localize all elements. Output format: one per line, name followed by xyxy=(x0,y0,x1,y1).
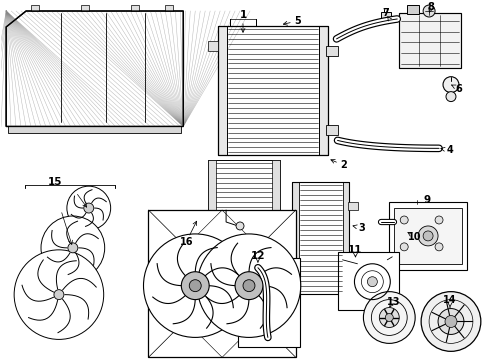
Bar xyxy=(325,126,338,135)
Bar xyxy=(148,210,296,357)
Circle shape xyxy=(84,203,94,213)
Circle shape xyxy=(239,276,259,296)
Circle shape xyxy=(14,250,104,339)
Bar xyxy=(399,13,461,68)
Bar xyxy=(292,182,299,294)
Bar xyxy=(166,5,173,11)
Polygon shape xyxy=(6,11,183,126)
Circle shape xyxy=(54,290,64,300)
Bar xyxy=(208,160,216,210)
Circle shape xyxy=(185,276,205,296)
Bar xyxy=(318,26,328,155)
Text: 12: 12 xyxy=(251,251,265,261)
Circle shape xyxy=(364,292,415,343)
Circle shape xyxy=(418,226,438,246)
Bar xyxy=(394,208,462,264)
Circle shape xyxy=(385,314,393,321)
Bar xyxy=(348,202,359,210)
Circle shape xyxy=(41,216,105,280)
Text: 9: 9 xyxy=(423,195,431,205)
Text: 3: 3 xyxy=(358,223,365,233)
Text: 4: 4 xyxy=(446,145,453,155)
Bar xyxy=(343,182,349,294)
Text: 1: 1 xyxy=(240,10,246,20)
Circle shape xyxy=(368,277,377,287)
Text: 6: 6 xyxy=(456,84,463,94)
Text: 11: 11 xyxy=(348,245,363,255)
Circle shape xyxy=(421,292,481,351)
Text: 16: 16 xyxy=(179,237,193,247)
Circle shape xyxy=(400,243,408,251)
Bar xyxy=(348,269,359,277)
Circle shape xyxy=(445,315,457,328)
Circle shape xyxy=(423,5,435,17)
Circle shape xyxy=(423,231,433,241)
Circle shape xyxy=(379,307,399,328)
Bar xyxy=(8,126,181,134)
Bar xyxy=(130,5,139,11)
Circle shape xyxy=(435,243,443,251)
Circle shape xyxy=(236,222,244,230)
Text: 2: 2 xyxy=(340,160,347,170)
Circle shape xyxy=(443,77,459,93)
Text: 7: 7 xyxy=(382,8,389,18)
Circle shape xyxy=(400,216,408,224)
Bar xyxy=(31,5,39,11)
Bar xyxy=(292,182,349,294)
Circle shape xyxy=(197,234,301,337)
Circle shape xyxy=(435,216,443,224)
Bar xyxy=(338,252,399,310)
Text: 14: 14 xyxy=(443,294,457,305)
Bar xyxy=(389,202,467,270)
Bar xyxy=(81,5,89,11)
Text: 13: 13 xyxy=(387,297,400,307)
Text: 8: 8 xyxy=(428,2,435,12)
Bar xyxy=(407,5,419,14)
Text: 10: 10 xyxy=(408,232,422,242)
Circle shape xyxy=(144,234,247,337)
Bar xyxy=(325,46,338,56)
Circle shape xyxy=(68,243,78,253)
Bar xyxy=(218,26,227,155)
Circle shape xyxy=(243,280,255,292)
Circle shape xyxy=(67,186,111,230)
Text: 5: 5 xyxy=(294,16,301,26)
Text: 15: 15 xyxy=(48,177,62,187)
Bar xyxy=(272,160,280,210)
Circle shape xyxy=(235,272,263,300)
Bar xyxy=(381,12,392,20)
Bar xyxy=(238,258,300,347)
Bar xyxy=(218,26,328,155)
Circle shape xyxy=(181,272,209,300)
Circle shape xyxy=(189,280,201,292)
Bar xyxy=(208,41,218,51)
Bar xyxy=(208,160,280,210)
Circle shape xyxy=(438,309,464,334)
Circle shape xyxy=(446,92,456,102)
